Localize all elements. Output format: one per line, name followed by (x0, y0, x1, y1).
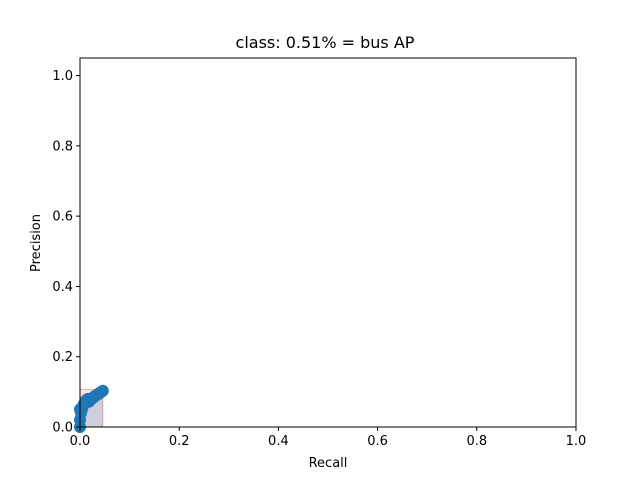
y-axis: 0.0 0.2 0.4 0.6 0.8 1.0 (52, 69, 80, 436)
y-tick-label: 0.6 (52, 210, 73, 225)
x-axis: 0.0 0.2 0.4 0.6 0.8 1.0 (70, 427, 587, 449)
y-tick-label: 0.2 (52, 350, 73, 365)
y-axis-label: Precision (29, 214, 44, 272)
y-tick-label: 1.0 (52, 69, 73, 84)
x-tick-label: 1.0 (566, 434, 587, 449)
x-tick-label: 0.0 (70, 434, 91, 449)
y-tick-label: 0.8 (52, 139, 73, 154)
y-tick-label: 0.4 (52, 280, 73, 295)
x-tick-label: 0.6 (367, 434, 388, 449)
y-tick-label: 0.0 (52, 421, 73, 436)
pr-curve-point (96, 384, 109, 397)
x-tick-label: 0.8 (466, 434, 487, 449)
chart-title: class: 0.51% = bus AP (236, 33, 415, 52)
axes-frame (79, 57, 577, 428)
x-axis-label: Recall (309, 456, 348, 471)
plot-area (74, 384, 109, 433)
x-tick-label: 0.2 (169, 434, 190, 449)
x-tick-label: 0.4 (268, 434, 289, 449)
